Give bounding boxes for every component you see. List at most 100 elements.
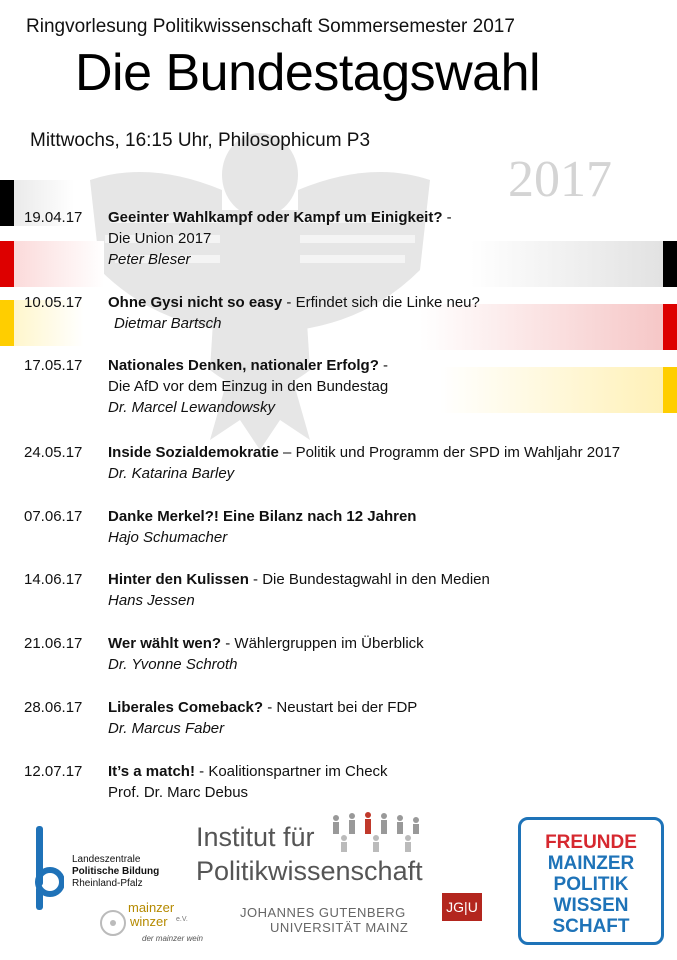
- lpb-line-2: Politische Bildung: [72, 866, 160, 877]
- lecture-title: Hinter den Kulissen: [108, 571, 249, 588]
- jgu-top-line: JOHANNES GUTENBERG: [240, 905, 406, 920]
- lecture-speaker: Dr. Marcel Lewandowsky: [108, 399, 275, 416]
- lecture-text: It’s a match! - Koalitionspartner im Che…: [108, 761, 668, 803]
- institut-line-2: Politikwissenschaft: [196, 856, 423, 886]
- federal-eagle-watermark: [90, 133, 430, 450]
- lecture-speaker: Hajo Schumacher: [108, 529, 228, 546]
- lecture-separator: –: [278, 444, 296, 461]
- lecture-subtitle-line: Die Union 2017: [108, 230, 212, 247]
- lecture-separator: -: [263, 699, 277, 716]
- lecture-text: Geeinter Wahlkampf oder Kampf um Einigke…: [108, 207, 668, 270]
- fmpw-word-5: SCHAFT: [552, 916, 630, 937]
- lecture-subtitle: Koalitionspartner im Check: [208, 763, 388, 780]
- lecture-speaker: Dr. Katarina Barley: [108, 465, 235, 482]
- jgu-logo-box: JG|U: [442, 893, 482, 921]
- lpb-line-3: Rheinland-Pfalz: [72, 878, 143, 889]
- lecture-separator: -: [221, 635, 235, 652]
- flag-band-right-gray: [470, 241, 663, 287]
- page-title: Die Bundestagswahl: [75, 44, 541, 102]
- lecture-title-line: Liberales Comeback? - Neustart bei der F…: [108, 697, 668, 718]
- lecture-text: Hinter den Kulissen - Die Bundestagwahl …: [108, 569, 668, 611]
- lecture-date: 14.06.17: [24, 571, 83, 588]
- lecture-separator: -: [194, 763, 209, 780]
- lecture-date: 21.06.17: [24, 635, 83, 652]
- lecture-date: 12.07.17: [24, 763, 83, 780]
- lecture-subtitle: Neustart bei der FDP: [276, 699, 418, 716]
- fmpw-word-4: WISSEN: [553, 895, 629, 916]
- jgu-wordmark: JOHANNES GUTENBERG UNIVERSITÄT MAINZ: [240, 905, 430, 935]
- lecture-text: Danke Merkel?! Eine Bilanz nach 12 Jahre…: [108, 506, 668, 548]
- institut-line-1: Institut für: [196, 822, 315, 852]
- lecture-title-line: Hinter den Kulissen - Die Bundestagwahl …: [108, 569, 668, 590]
- lecture-title: Geeinter Wahlkampf oder Kampf um Einigke…: [108, 209, 443, 226]
- schedule-line: Mittwochs, 16:15 Uhr, Philosophicum P3: [30, 130, 371, 151]
- lecture-title: Nationales Denken, nationaler Erfolg?: [108, 357, 379, 374]
- lecture-subtitle: Politik und Programm der SPD im Wahljahr…: [295, 444, 621, 461]
- lecture-series-line: Ringvorlesung Politikwissenschaft Sommer…: [26, 16, 515, 37]
- flag-stripe-left-gold: [0, 300, 14, 346]
- flag-band-right-yellow: [440, 367, 663, 413]
- flag-stripe-right-black: [663, 241, 677, 287]
- lecture-separator: -: [282, 294, 296, 311]
- fmpw-word-3: POLITIK: [553, 874, 629, 895]
- winzer-slogan: der mainzer wein: [142, 934, 203, 943]
- institut-logo: Institut für Politikwissenschaft: [196, 812, 426, 886]
- lecture-title: Inside Sozialdemokratie: [108, 444, 279, 461]
- lecture-date: 10.05.17: [24, 294, 83, 311]
- fmpw-word-1: FREUNDE: [545, 832, 637, 853]
- lecture-speaker: Prof. Dr. Marc Debus: [108, 784, 249, 801]
- fmpw-word-2: MAINZER: [547, 853, 635, 874]
- flag-stripe-left-red: [0, 241, 14, 287]
- lecture-title-line: Danke Merkel?! Eine Bilanz nach 12 Jahre…: [108, 506, 668, 527]
- lecture-date: 07.06.17: [24, 508, 83, 525]
- lecture-text: Wer wählt wen? - Wählergruppen im Überbl…: [108, 633, 668, 675]
- lecture-title-line: Geeinter Wahlkampf oder Kampf um Einigke…: [108, 207, 668, 228]
- lecture-subtitle-line: Die AfD vor dem Einzug in den Bundestag: [108, 378, 389, 395]
- wheel-icon: [100, 910, 126, 936]
- lecture-title: Wer wählt wen?: [108, 635, 222, 652]
- lecture-subtitle: Wählergruppen im Überblick: [234, 635, 424, 652]
- flag-band-left-yellow: [14, 300, 84, 346]
- lecture-separator: -: [378, 357, 389, 374]
- lecture-title: Ohne Gysi nicht so easy: [108, 294, 283, 311]
- winzer-ev: e.V.: [176, 916, 188, 923]
- flag-band-left-pink: [14, 241, 104, 287]
- lecture-title-line: It’s a match! - Koalitionspartner im Che…: [108, 761, 668, 782]
- mainzer-winzer-logo: mainzer winzer e.V. der mainzer wein: [98, 898, 248, 948]
- lecture-title-line: Wer wählt wen? - Wählergruppen im Überbl…: [108, 633, 668, 654]
- flag-stripe-right-red: [663, 304, 677, 350]
- lecture-title: Liberales Comeback?: [108, 699, 264, 716]
- lecture-speaker: Dr. Marcus Faber: [108, 720, 225, 737]
- lecture-separator: -: [248, 571, 263, 588]
- lecture-date: 24.05.17: [24, 444, 83, 461]
- lpb-line-1: Landeszentrale: [72, 854, 141, 865]
- flag-stripe-right-gold: [663, 367, 677, 413]
- lecture-title-line: Nationales Denken, nationaler Erfolg? -: [108, 355, 668, 376]
- winzer-word-1: mainzer: [128, 900, 175, 915]
- lecture-speaker: Dietmar Bartsch: [114, 315, 222, 332]
- lecture-speaker: Peter Bleser: [108, 251, 191, 268]
- flag-band-right-pink: [420, 304, 663, 350]
- lecture-title: Danke Merkel?! Eine Bilanz nach 12 Jahre…: [108, 508, 417, 525]
- lecture-subtitle: Die Bundestagwahl in den Medien: [262, 571, 490, 588]
- lecture-title-line: Inside Sozialdemokratie – Politik und Pr…: [108, 442, 668, 463]
- lecture-text: Inside Sozialdemokratie – Politik und Pr…: [108, 442, 668, 484]
- freunde-mainzer-politikwissenschaft-logo: FREUNDE MAINZER POLITIK WISSEN SCHAFT: [518, 817, 664, 945]
- lecture-text: Nationales Denken, nationaler Erfolg? - D…: [108, 355, 668, 418]
- lecture-subtitle: Erfindet sich die Linke neu?: [295, 294, 480, 311]
- lecture-speaker: Dr. Yvonne Schroth: [108, 656, 238, 673]
- lecture-separator: -: [442, 209, 452, 226]
- lecture-text: Ohne Gysi nicht so easy - Erfindet sich …: [108, 292, 668, 334]
- lecture-title-line: Ohne Gysi nicht so easy - Erfindet sich …: [108, 292, 668, 313]
- flag-stripe-left-black: [0, 180, 14, 226]
- winzer-word-2: winzer: [130, 914, 168, 929]
- lecture-date: 28.06.17: [24, 699, 83, 716]
- people-icon: [333, 812, 419, 852]
- lecture-date: 19.04.17: [24, 209, 83, 226]
- year-watermark: 2017: [508, 151, 612, 208]
- jgu-bottom-line: UNIVERSITÄT MAINZ: [270, 920, 409, 935]
- lpb-mark-icon: [35, 826, 64, 910]
- lecture-title: It’s a match!: [108, 763, 195, 780]
- flag-band-left-gray: [14, 180, 74, 226]
- lecture-speaker: Hans Jessen: [108, 592, 195, 609]
